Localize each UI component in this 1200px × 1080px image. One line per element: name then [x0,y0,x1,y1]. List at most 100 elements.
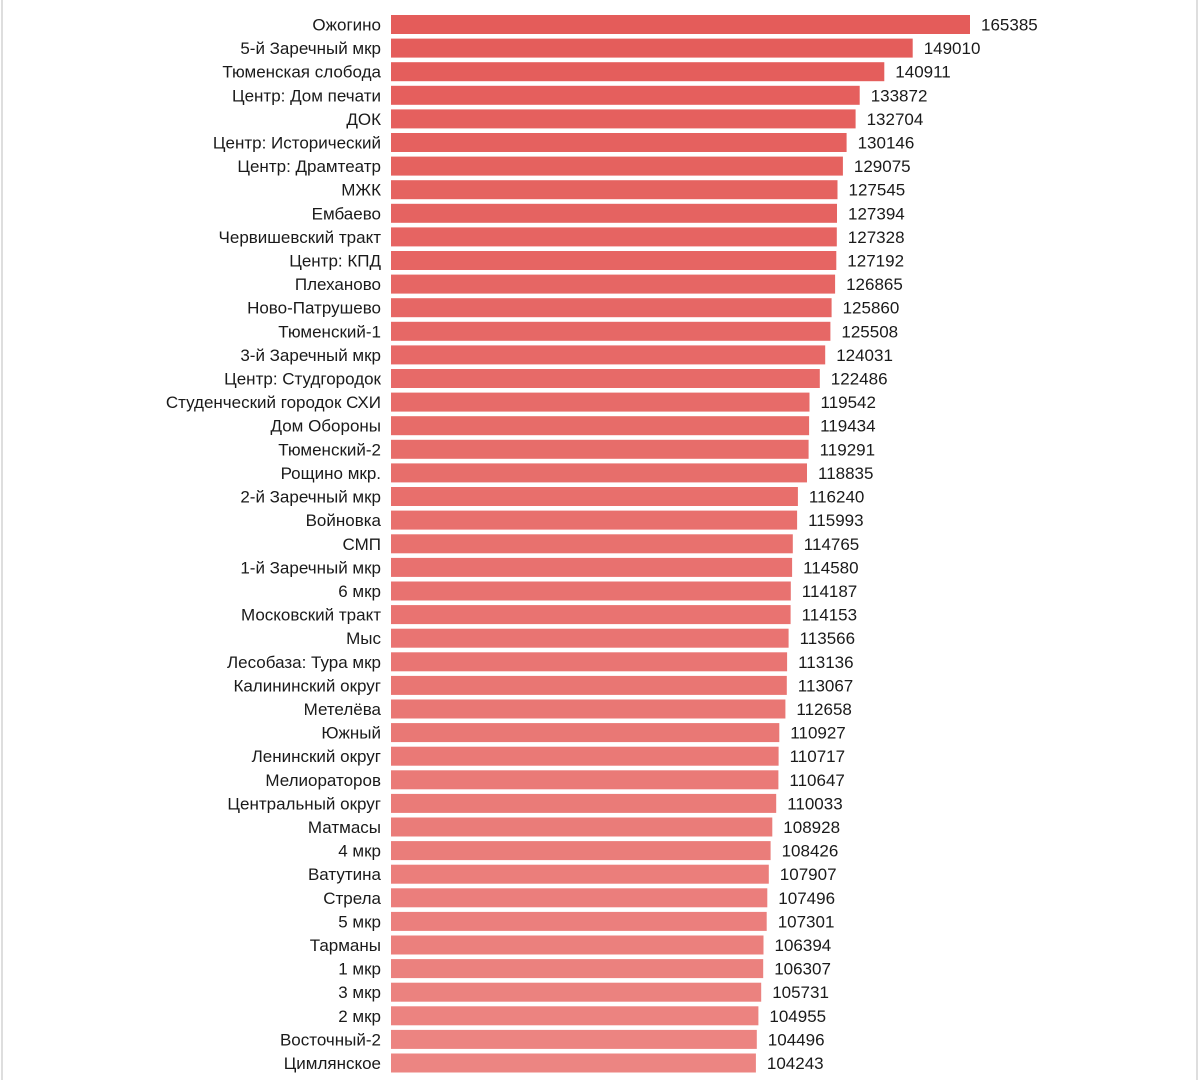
bar [391,180,838,200]
category-label: Центральный округ [227,794,381,813]
value-label: 132704 [867,110,924,129]
category-label: Центр: Исторический [213,134,381,153]
value-label: 127394 [848,204,905,223]
category-label: 5 мкр [338,912,381,931]
bar [391,723,780,743]
value-label: 124031 [836,346,893,365]
category-label: Рощино мкр. [281,464,381,483]
bar [391,628,789,648]
category-label: Плеханово [295,275,381,294]
bar [391,38,913,58]
value-label: 108426 [782,842,839,861]
bar [391,369,820,388]
bar [391,1053,756,1073]
value-label: 127545 [849,181,906,200]
category-label: Тюменская слобода [222,63,381,82]
category-label: МЖК [341,181,381,200]
bar [391,817,773,837]
bar [391,793,777,813]
value-label: 113067 [798,676,853,695]
category-label: Центр: Драмтеатр [237,157,381,176]
value-label: 114580 [803,558,858,577]
category-label: 2 мкр [338,1007,381,1026]
category-label: Тарманы [310,936,381,955]
category-label: Центр: КПД [289,252,381,271]
value-label: 140911 [895,63,950,82]
bar [391,935,764,955]
bar [391,1006,759,1026]
category-label: Ленинский округ [252,747,381,766]
value-label: 114153 [802,606,857,625]
category-label: 1 мкр [338,960,381,979]
value-label: 104496 [768,1030,825,1049]
bar [391,62,885,82]
value-label: 114765 [804,535,859,554]
category-label: Дом Обороны [271,417,382,436]
bar [391,203,837,223]
category-label: 5-й Заречный мкр [240,39,381,58]
value-label: 106307 [774,960,831,979]
category-label: ДОК [346,110,381,129]
category-label: Мыс [346,629,381,648]
bar [391,227,837,247]
category-label: 6 мкр [338,582,381,601]
bar [391,699,786,719]
bar [391,463,807,483]
value-label: 107496 [778,889,835,908]
category-label: Цимлянское [284,1054,381,1073]
bar [391,1029,757,1049]
bar [391,439,809,459]
value-label: 119542 [821,393,876,412]
bar [391,133,847,152]
value-label: 113566 [800,629,855,648]
value-label: 110647 [789,771,844,790]
bar [391,675,787,695]
value-label: 114187 [802,582,857,601]
value-label: 127328 [848,228,905,247]
value-label: 149010 [924,39,981,58]
value-label: 122486 [831,370,888,389]
bar [391,345,826,365]
bar [391,416,810,436]
value-label: 108928 [783,818,840,837]
category-label: Стрела [323,889,381,908]
category-label: Студенческий городок СХИ [166,393,381,412]
value-label: 127192 [847,252,904,271]
value-label: 106394 [775,936,832,955]
category-label: 2-й Заречный мкр [240,488,381,507]
bar [391,841,771,861]
category-label: Южный [321,724,381,743]
value-label: 107301 [778,912,835,931]
value-label: 125508 [841,322,898,341]
value-label: 118835 [818,464,873,483]
category-label: Ожогино [312,16,381,35]
value-label: 110717 [790,747,845,766]
bar [391,864,769,884]
bar [391,321,831,341]
bar [391,746,779,766]
bar [391,605,791,625]
value-label: 113136 [798,653,853,672]
bar [391,959,764,979]
category-label: Калининский округ [233,676,381,695]
bar [391,298,832,318]
value-label: 119291 [820,440,875,459]
bar [391,85,860,105]
category-label: Матмасы [308,818,381,837]
bar [391,581,791,601]
bar [391,888,768,908]
category-label: СМП [343,535,381,554]
bars [391,15,970,1073]
value-label: 129075 [854,157,911,176]
category-label: 3 мкр [338,983,381,1002]
value-label: 115993 [808,511,863,530]
value-label: 116240 [809,488,864,507]
category-label: Ново-Патрушево [247,299,381,318]
value-label: 119434 [820,417,875,436]
value-label: 104955 [769,1007,826,1026]
bar [391,770,779,790]
category-label: 3-й Заречный мкр [240,346,381,365]
bar [391,982,762,1002]
